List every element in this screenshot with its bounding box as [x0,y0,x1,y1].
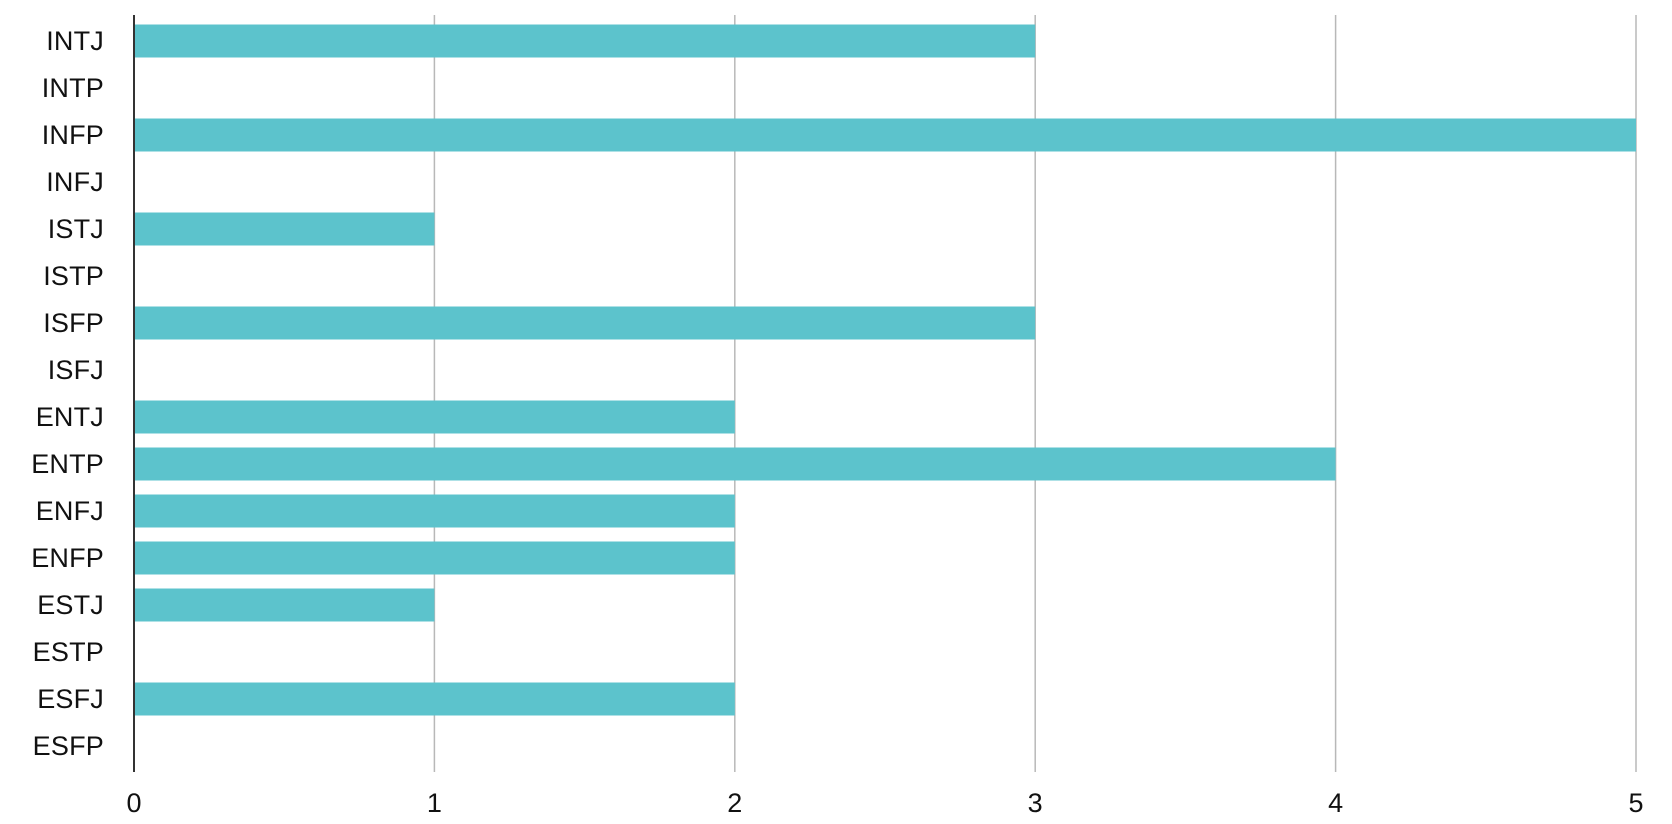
category-label-infj: INFJ [46,167,104,197]
bar-entp [134,447,1336,481]
category-label-istj: ISTJ [48,214,104,244]
category-label-intp: INTP [42,73,104,103]
x-tick-labels: 0 1 2 3 4 5 [126,788,1643,818]
category-label-enfp: ENFP [31,543,104,573]
category-label-esfp: ESFP [33,731,104,761]
bar-enfj [134,494,735,528]
category-label-intj: INTJ [46,26,104,56]
category-label-enfj: ENFJ [36,496,104,526]
bars [134,24,1636,716]
bar-intj [134,24,1036,58]
bar-estj [134,588,435,622]
x-tick-label: 3 [1028,788,1043,818]
bar-infp [134,118,1636,152]
category-label-isfj: ISFJ [48,355,104,385]
category-label-estj: ESTJ [37,590,104,620]
x-tick-label: 2 [727,788,742,818]
bar-esfj [134,682,735,716]
x-tick-label: 0 [126,788,141,818]
bar-isfp [134,306,1036,340]
category-label-esfj: ESFJ [37,684,104,714]
category-label-entj: ENTJ [36,402,104,432]
category-label-entp: ENTP [31,449,104,479]
x-tick-label: 5 [1628,788,1643,818]
bar-entj [134,400,735,434]
bar-istj [134,212,435,246]
category-labels: INTJ INTP INFP INFJ ISTJ ISTP ISFP ISFJ ENTJ ENTP… [31,26,104,761]
category-label-istp: ISTP [43,261,104,291]
x-tick-label: 4 [1328,788,1343,818]
x-tick-label: 1 [427,788,442,818]
category-label-isfp: ISFP [43,308,104,338]
bar-enfp [134,541,735,575]
category-label-estp: ESTP [33,637,104,667]
category-label-infp: INFP [42,120,104,150]
